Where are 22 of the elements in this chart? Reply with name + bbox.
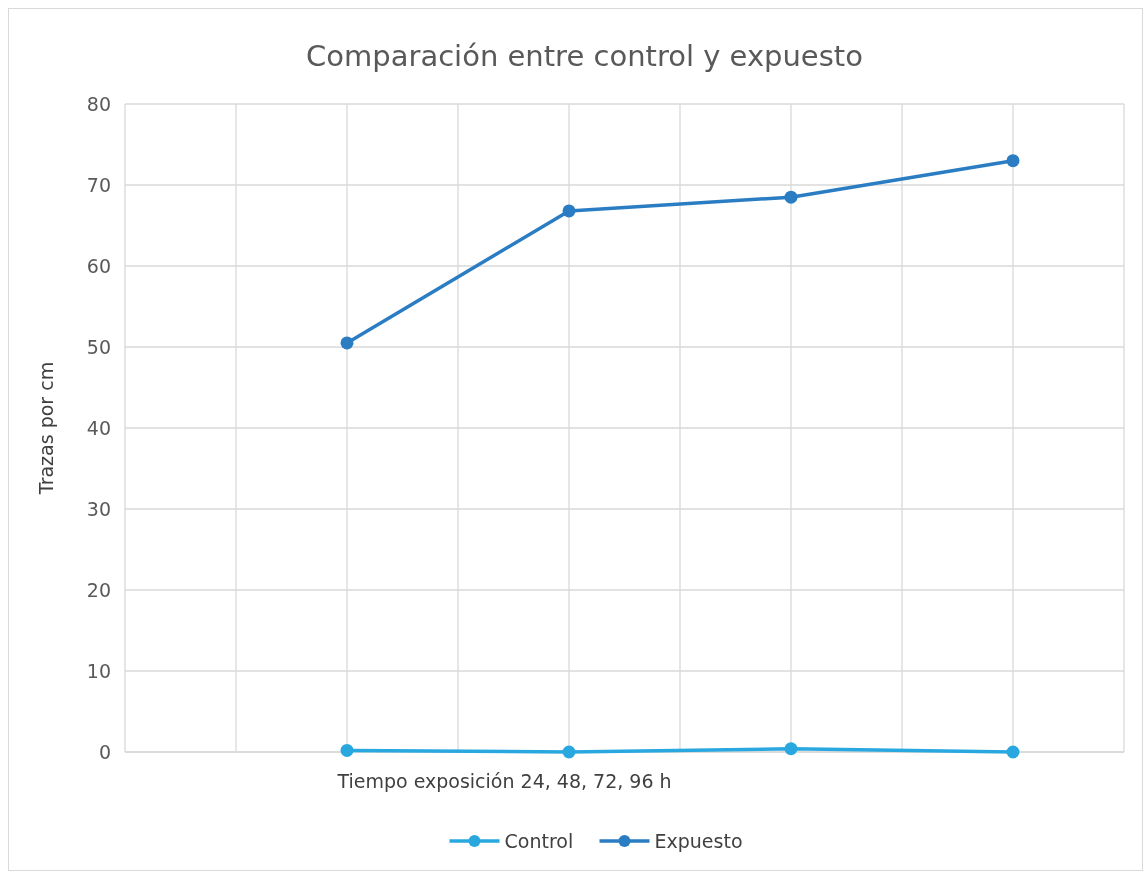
y-tick-label: 50 (86, 336, 111, 358)
legend-label: Expuesto (654, 830, 743, 852)
point (562, 204, 576, 218)
chart-title: Comparación entre control y expuesto (306, 39, 863, 73)
y-tick-label: 20 (86, 579, 111, 601)
point (784, 742, 798, 756)
x-axis-title: Tiempo exposición 24, 48, 72, 96 h (336, 770, 672, 792)
point (340, 743, 354, 757)
y-axis-title: Trazas por cm (35, 361, 57, 496)
point (1006, 745, 1020, 759)
y-tick-label: 30 (86, 498, 111, 520)
y-tick-label: 40 (86, 417, 111, 439)
y-tick-label: 60 (86, 255, 111, 277)
y-tick-label: 80 (86, 93, 111, 115)
point (1006, 154, 1020, 168)
point (784, 190, 798, 204)
y-tick-label: 10 (86, 660, 111, 682)
point (340, 336, 354, 350)
y-tick-label: 70 (86, 174, 111, 196)
y-tick-label: 0 (98, 741, 111, 763)
point (562, 745, 576, 759)
legend-label: Control (504, 830, 574, 852)
